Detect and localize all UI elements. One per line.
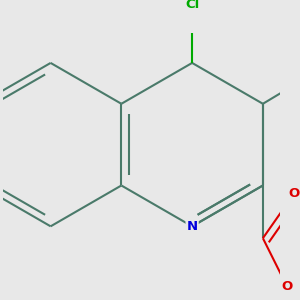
- Text: O: O: [281, 280, 293, 293]
- Text: N: N: [187, 220, 198, 233]
- Text: O: O: [288, 188, 299, 200]
- Text: Cl: Cl: [185, 0, 199, 11]
